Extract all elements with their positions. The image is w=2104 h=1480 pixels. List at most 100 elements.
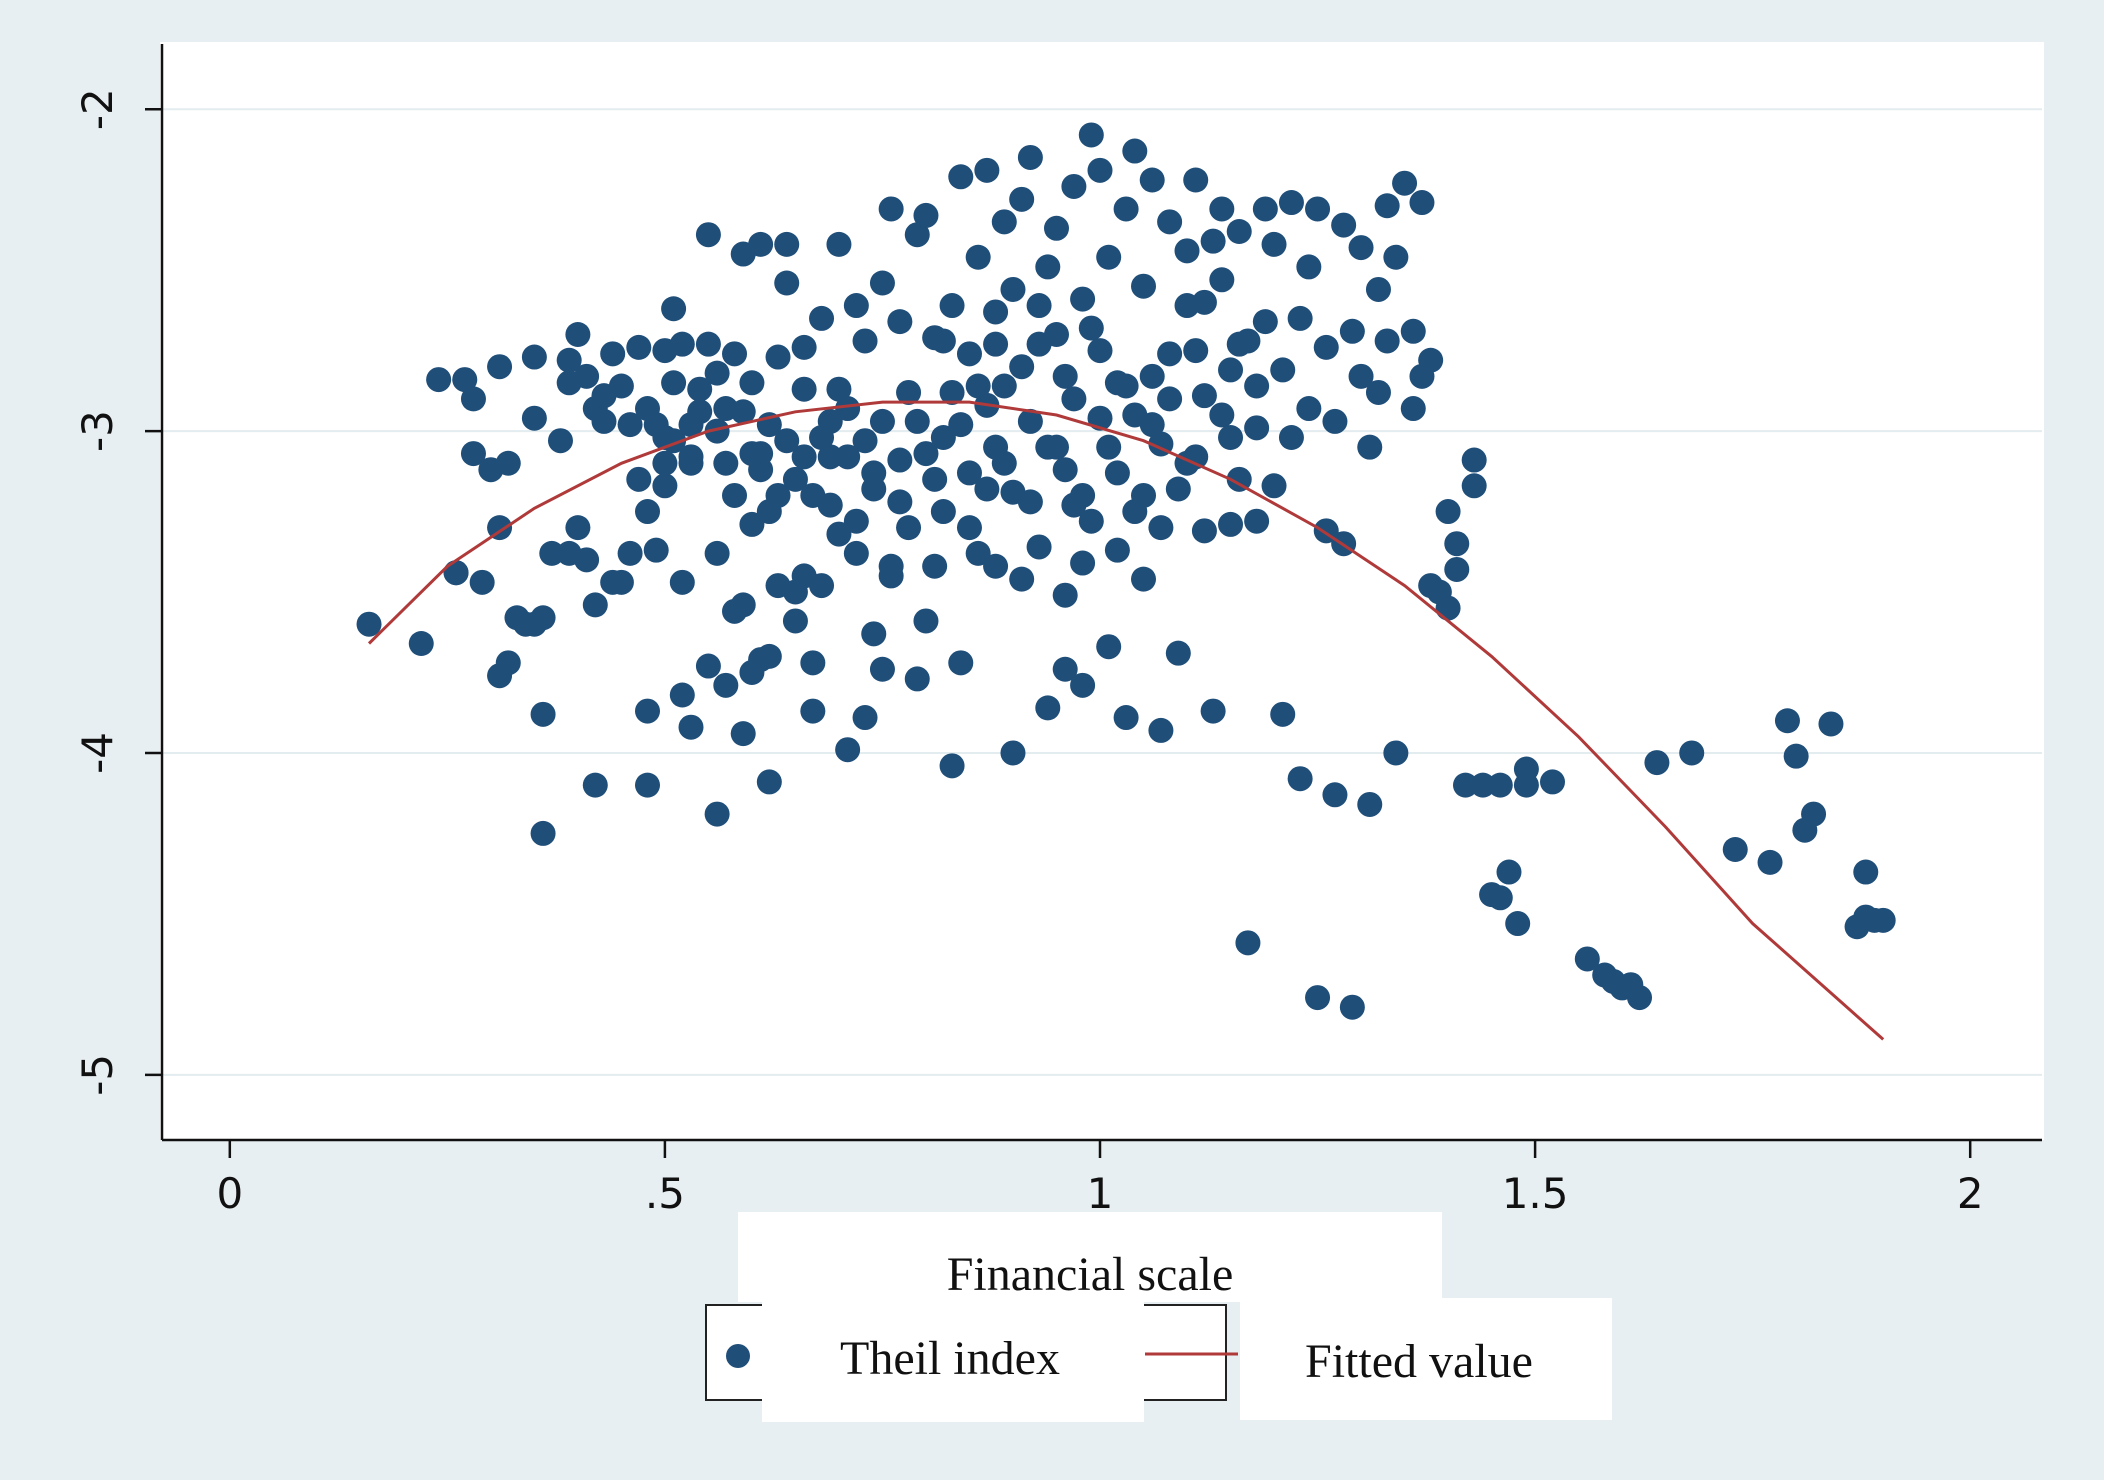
scatter-point (1235, 930, 1261, 956)
scatter-point (730, 399, 756, 425)
scatter-point (652, 473, 678, 499)
scatter-point (1818, 711, 1844, 737)
scatter-point (896, 515, 922, 541)
scatter-point (426, 367, 452, 393)
scatter-point (1226, 331, 1252, 357)
scatter-point (1435, 595, 1461, 621)
scatter-point (1218, 425, 1244, 450)
scatter-point (739, 511, 765, 537)
scatter-point (791, 563, 817, 589)
scatter-point (521, 344, 547, 370)
scatter-point (983, 553, 1009, 579)
scatter-point (1644, 750, 1670, 776)
scatter-point (678, 450, 704, 476)
scatter-point (1226, 466, 1252, 492)
fitted-value-line (367, 400, 1885, 1041)
scatter-point (487, 515, 513, 541)
scatter-point (1000, 276, 1026, 302)
scatter-point (1339, 318, 1365, 344)
scatter-point (1078, 508, 1104, 534)
scatter-point (1070, 672, 1096, 698)
scatter-point (1287, 305, 1313, 331)
scatter-point (582, 772, 608, 798)
scatter-point (1574, 946, 1600, 972)
scatter-point (983, 299, 1009, 325)
scatter-point (913, 202, 939, 228)
scatter-point (1017, 144, 1043, 170)
axes: -2 -3 -4 -5 0 .5 1 1.5 2 (73, 44, 2042, 1218)
y-tick-label: -5 (73, 1054, 122, 1096)
scatter-point (1261, 231, 1287, 257)
scatter-point (956, 515, 982, 541)
scatter-point (835, 737, 861, 763)
scatter-point (1722, 837, 1748, 862)
scatter-point (626, 334, 652, 360)
scatter-point (1244, 415, 1270, 441)
scatter-point (869, 270, 895, 296)
scatter-point (1505, 911, 1531, 937)
scatter-point (687, 399, 713, 425)
scatter-point (930, 425, 956, 450)
scatter-point (956, 460, 982, 486)
scatter-point (1096, 434, 1122, 460)
scatter-point (687, 376, 713, 402)
scatter-point (1131, 273, 1157, 299)
scatter-point (1087, 157, 1113, 183)
scatter-point (495, 650, 521, 676)
scatter-point (1061, 386, 1087, 412)
scatter-point (530, 820, 556, 846)
scatter-point (530, 701, 556, 727)
scatter-point (1078, 315, 1104, 341)
scatter-point (1252, 309, 1278, 335)
scatter-point (1853, 859, 1879, 885)
scatter-point (869, 656, 895, 682)
scatter-point (722, 341, 748, 367)
scatter-point (1218, 357, 1244, 383)
scatter-point (878, 553, 904, 579)
scatter-point (730, 721, 756, 747)
scatter-point (591, 408, 617, 434)
scatter-point (1191, 518, 1217, 544)
x-tick-label: 0 (216, 1169, 243, 1218)
scatter-point (1052, 363, 1078, 389)
scatter-point (1131, 566, 1157, 592)
scatter-point (1374, 193, 1400, 219)
scatter-point (756, 769, 782, 795)
scatter-point (774, 231, 800, 257)
scatter-point (1009, 186, 1035, 212)
scatter-point (930, 328, 956, 354)
scatter-point (643, 537, 669, 563)
scatter-point (922, 553, 948, 579)
scatter-point (1078, 122, 1104, 148)
scatter-point (521, 405, 547, 431)
scatter-point (443, 560, 469, 586)
scatter-point (765, 482, 791, 508)
scatter-point (722, 482, 748, 508)
scatter-point (1252, 196, 1278, 222)
scatter-point (1513, 772, 1539, 798)
scatter-point (695, 331, 721, 357)
scatter-point (460, 441, 486, 467)
scatter-point (956, 341, 982, 367)
scatter-point (791, 444, 817, 470)
x-axis-title: Financial scale (947, 1248, 1234, 1301)
legend: Financial scale Theil index Fitted value (705, 1212, 1612, 1422)
scatter-point (1461, 473, 1487, 499)
scatter-point (695, 653, 721, 679)
scatter-point (739, 370, 765, 396)
scatter-point (669, 331, 695, 357)
scatter-point (1026, 293, 1052, 319)
scatter-point (1165, 640, 1191, 666)
scatter-point (556, 540, 582, 566)
scatter-point (704, 360, 730, 386)
scatter-point (765, 344, 791, 370)
scatter-point (1296, 396, 1322, 422)
scatter-point (600, 341, 626, 367)
scatter-point (356, 611, 382, 637)
scatter-point (1200, 228, 1226, 254)
scatter-point (991, 450, 1017, 476)
scatter-point (835, 396, 861, 422)
scatter-point (1009, 354, 1035, 380)
scatter-point (635, 698, 660, 724)
scatter-point (1070, 286, 1096, 312)
